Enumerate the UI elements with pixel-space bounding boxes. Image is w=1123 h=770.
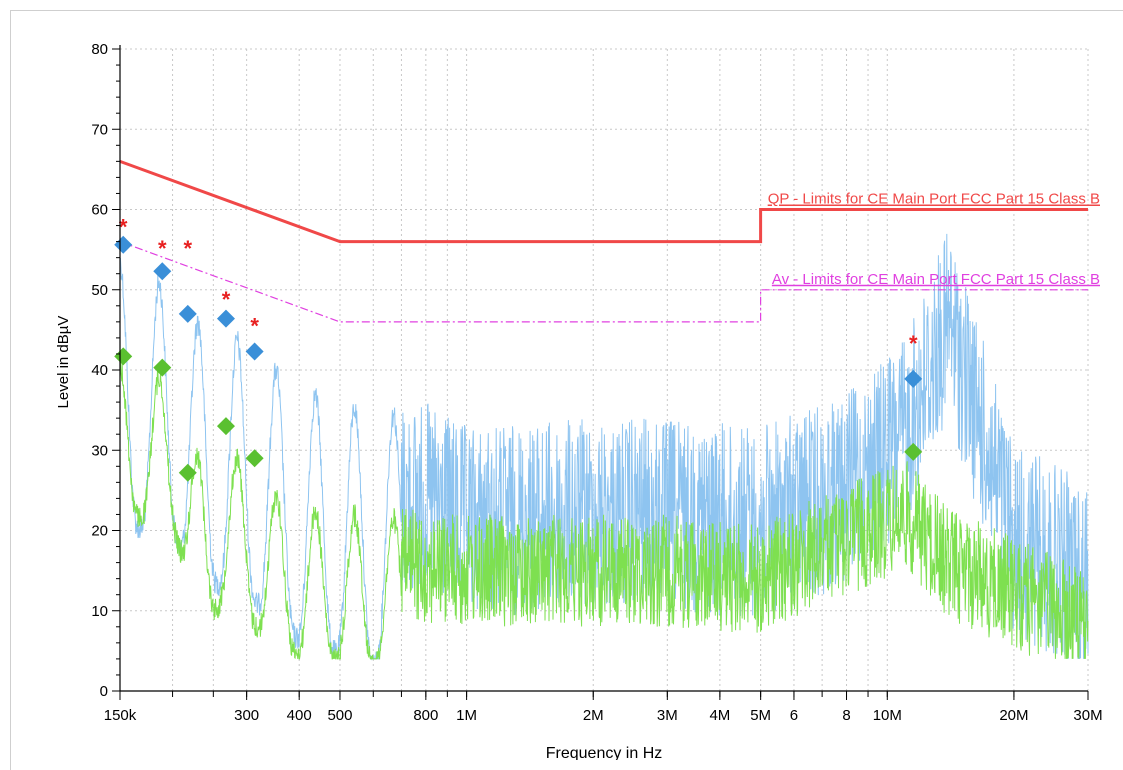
y-tick-label: 10	[91, 603, 108, 620]
chart-frame	[10, 10, 1123, 770]
x-tick-label: 1M	[456, 707, 477, 724]
peak-star-marker: *	[909, 331, 918, 356]
average-trace	[119, 355, 1089, 660]
av-limit-label: Av - Limits for CE Main Port FCC Part 15…	[772, 271, 1100, 288]
y-tick-label: 0	[100, 683, 108, 700]
limit-lines: QP - Limits for CE Main Port FCC Part 15…	[119, 159, 1100, 323]
x-tick-label: 150k	[104, 707, 137, 724]
av-limit-line	[119, 241, 1088, 323]
peak-star-marker: *	[119, 215, 128, 240]
x-tick-label: 6	[790, 707, 798, 724]
x-tick-label: 30M	[1073, 707, 1102, 724]
y-axis-label: Level in dBµV	[55, 316, 72, 409]
qp-limit-line	[119, 159, 1088, 244]
x-tick-label: 400	[287, 707, 312, 724]
y-tick-label: 60	[91, 202, 108, 219]
qp-limit-label: QP - Limits for CE Main Port FCC Part 15…	[768, 191, 1100, 208]
x-axis-label: Frequency in Hz	[546, 745, 663, 760]
qp-diamond-marker	[904, 369, 923, 388]
x-tick-label: 20M	[999, 707, 1028, 724]
y-tick-label: 80	[91, 41, 108, 58]
y-tick-label: 40	[91, 362, 108, 379]
peak-star-marker: *	[222, 287, 231, 312]
x-tick-label: 2M	[583, 707, 604, 724]
peak-star-marker: *	[250, 313, 259, 338]
qp-diamond-marker	[245, 342, 264, 361]
x-tick-label: 800	[413, 707, 438, 724]
av-diamond-marker	[216, 417, 235, 436]
traces	[119, 233, 1089, 661]
y-tick-label: 30	[91, 442, 108, 459]
av-diamond-marker	[904, 442, 923, 461]
x-tick-label: 8	[842, 707, 850, 724]
av-diamond-marker	[178, 463, 197, 482]
y-tick-label: 20	[91, 523, 108, 540]
axes: 0 10 20 30 40 50 60 70 80 150k 300 400 500 800 1M 2M 3M 4…	[91, 41, 1102, 724]
markers: * * * * * *	[114, 215, 923, 482]
qp-diamond-marker	[114, 235, 133, 254]
y-tick-label: 50	[91, 282, 108, 299]
qp-diamond-marker	[153, 262, 172, 281]
qp-diamond-marker	[178, 304, 197, 323]
peak-star-marker: *	[183, 236, 192, 261]
peak-star-marker: *	[158, 236, 167, 261]
x-tick-label: 3M	[657, 707, 678, 724]
av-diamond-marker	[114, 347, 133, 366]
x-tick-label: 500	[327, 707, 352, 724]
x-tick-label: 10M	[873, 707, 902, 724]
av-diamond-marker	[153, 358, 172, 377]
y-tick-label: 70	[91, 121, 108, 138]
av-diamond-marker	[245, 449, 264, 468]
x-tick-label: 4M	[709, 707, 730, 724]
x-tick-label: 300	[234, 707, 259, 724]
qp-diamond-marker	[216, 309, 235, 328]
x-tick-label: 5M	[750, 707, 771, 724]
